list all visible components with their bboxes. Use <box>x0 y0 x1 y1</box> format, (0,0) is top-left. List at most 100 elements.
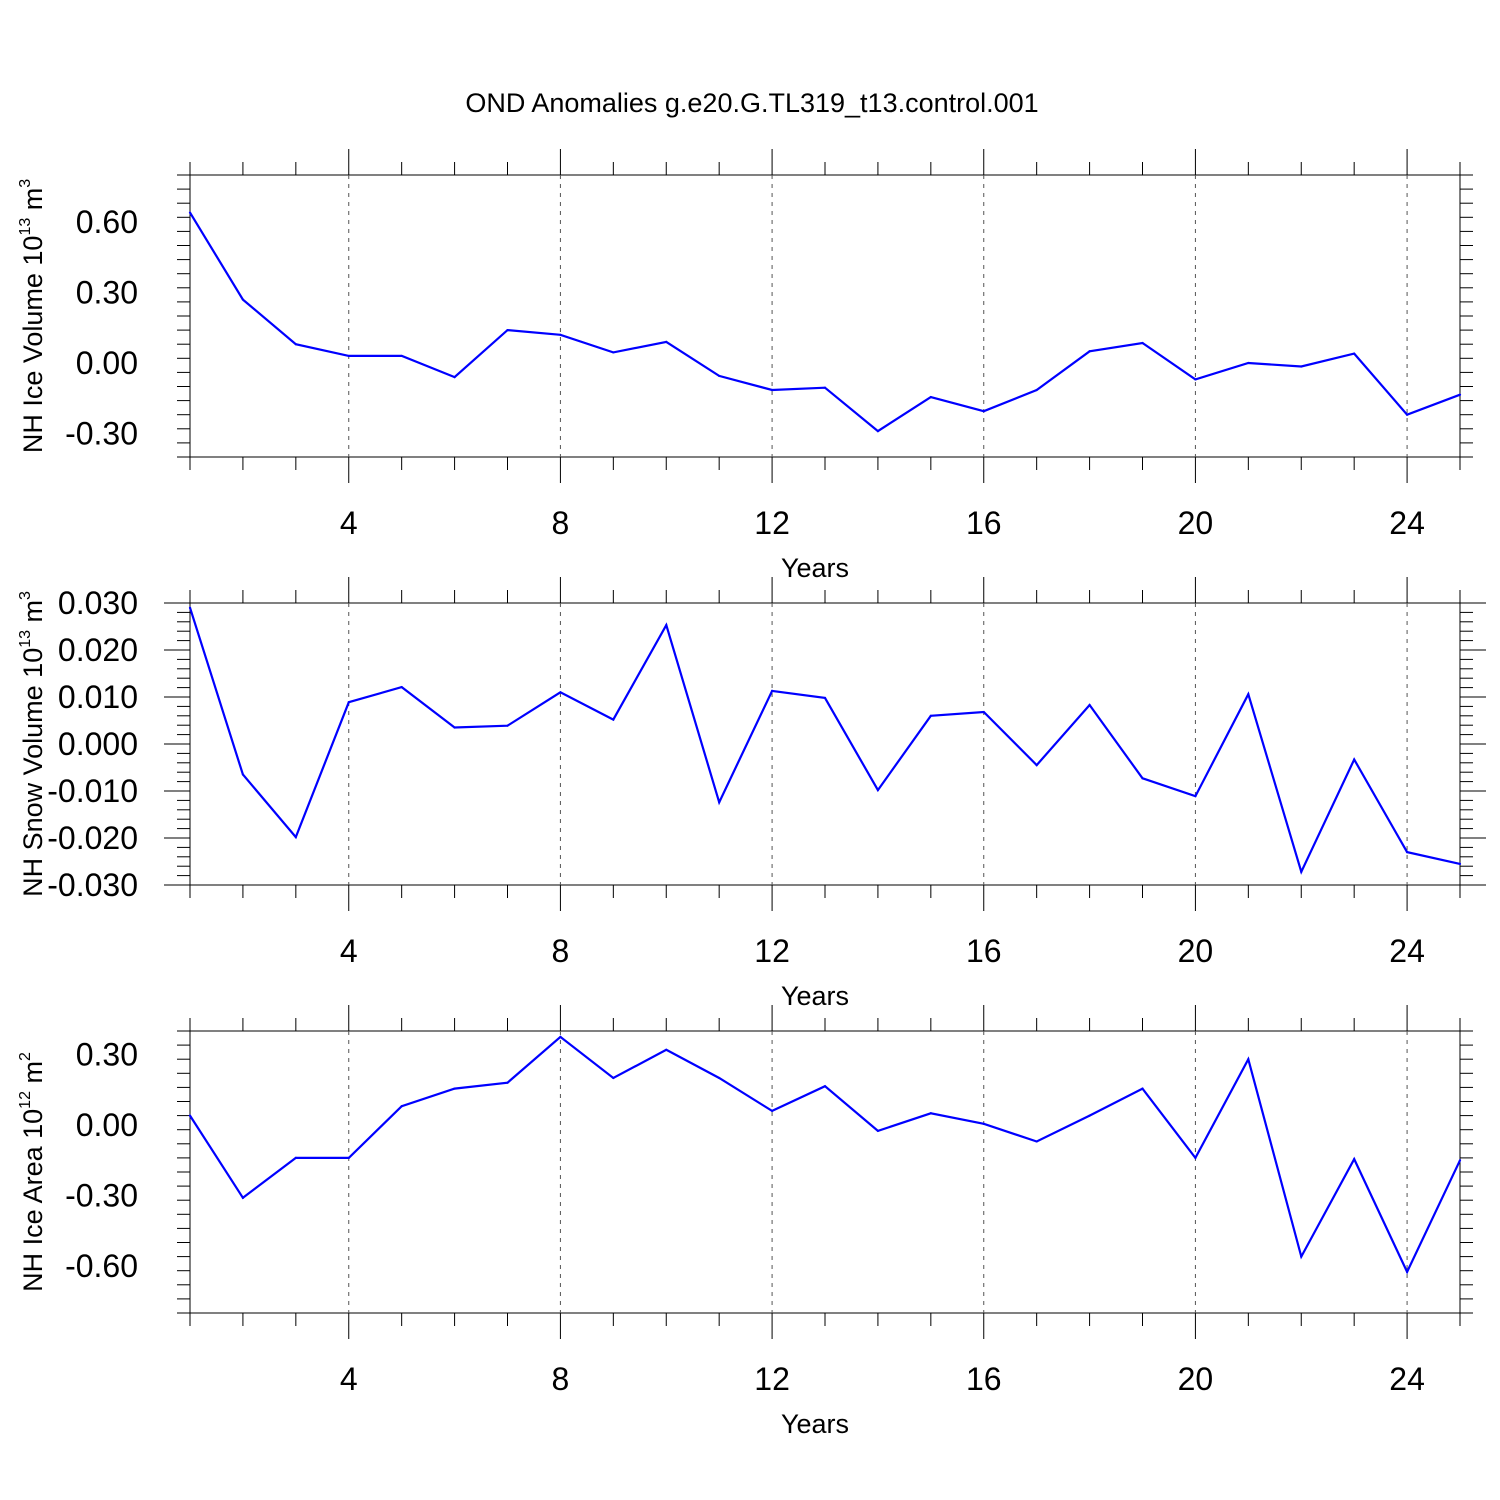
data-point <box>929 714 932 717</box>
x-tick-label: 20 <box>1178 505 1214 541</box>
data-point <box>929 395 932 399</box>
data-point <box>1141 777 1144 780</box>
data-point <box>718 374 721 378</box>
x-tick-label: 20 <box>1178 1361 1214 1397</box>
data-point <box>1247 693 1250 696</box>
data-point <box>982 710 985 714</box>
data-point <box>612 351 615 354</box>
x-tick-label: 12 <box>754 933 790 969</box>
data-point <box>1300 365 1303 368</box>
data-point <box>1353 1157 1356 1161</box>
data-point <box>1247 1058 1250 1061</box>
y-axis-label: NH Snow Volume 1013 m3 <box>17 591 48 897</box>
data-point <box>929 1112 932 1115</box>
data-point <box>400 686 403 689</box>
data-point <box>612 718 615 721</box>
x-tick-label: 12 <box>754 1361 790 1397</box>
data-point <box>1405 1270 1409 1273</box>
data-point <box>1300 870 1303 873</box>
data-point <box>1458 1159 1462 1162</box>
data-point <box>982 410 985 413</box>
x-tick-label: 16 <box>966 933 1002 969</box>
data-point <box>1405 851 1409 854</box>
x-tick-label: 24 <box>1389 933 1425 969</box>
data-point <box>559 1035 562 1038</box>
data-point <box>876 430 880 433</box>
data-point <box>1035 764 1038 767</box>
data-point <box>823 1085 827 1088</box>
y-tick-label: -0.30 <box>65 416 138 452</box>
data-point <box>770 388 774 392</box>
x-axis-label: Years <box>781 1409 849 1439</box>
x-tick-label: 16 <box>966 505 1002 541</box>
x-tick-label: 24 <box>1389 1361 1425 1397</box>
y-tick-label: 0.00 <box>76 345 138 381</box>
data-point <box>294 343 297 346</box>
data-point <box>876 788 880 792</box>
data-point <box>876 1129 880 1132</box>
data-point <box>1194 378 1197 381</box>
data-point <box>1247 361 1250 365</box>
data-point <box>506 329 509 332</box>
data-point <box>665 1048 668 1051</box>
y-tick-label: -0.60 <box>65 1248 138 1284</box>
data-point <box>1141 1087 1144 1090</box>
data-point <box>982 1122 985 1125</box>
x-tick-label: 8 <box>552 933 570 969</box>
data-point <box>347 354 350 358</box>
panel-ice-volume: 4 8 12 16 20 24 -0.30 0.00 0.30 0.60 Years NH Ice V… <box>17 149 1473 583</box>
data-point <box>188 606 192 609</box>
data-point <box>506 724 509 727</box>
data-point <box>1353 352 1356 355</box>
data-point <box>453 376 456 379</box>
y-tick-label: 0.60 <box>76 204 138 240</box>
data-point <box>1353 758 1356 761</box>
data-point <box>823 696 827 700</box>
data-point <box>1141 341 1144 345</box>
data-point <box>1458 862 1462 865</box>
data-point <box>1088 1114 1091 1117</box>
data-point <box>241 1196 245 1199</box>
data-point <box>1300 1255 1303 1258</box>
data-point <box>1035 1140 1038 1143</box>
data-point <box>770 689 774 692</box>
panel-ice-area: 4 8 12 16 20 24 -0.60 -0.30 0.00 0.30 Years NH Ice … <box>17 1005 1473 1439</box>
data-point <box>294 1156 297 1159</box>
data-point <box>506 1081 509 1084</box>
data-point <box>665 340 668 343</box>
data-point <box>1405 413 1409 416</box>
data-point <box>400 354 403 358</box>
x-tick-label: 4 <box>340 933 358 969</box>
y-tick-label: -0.030 <box>47 867 138 903</box>
x-axis-label: Years <box>781 981 849 1011</box>
data-point <box>453 1087 456 1090</box>
data-point <box>559 691 562 694</box>
y-tick-label: -0.30 <box>65 1178 138 1214</box>
x-tick-label: 16 <box>966 1361 1002 1397</box>
x-tick-label: 20 <box>1178 933 1214 969</box>
data-point <box>718 1076 721 1080</box>
x-tick-label: 4 <box>340 1361 358 1397</box>
y-tick-label: -0.020 <box>47 820 138 856</box>
y-tick-label: -0.010 <box>47 773 138 809</box>
x-tick-label: 12 <box>754 505 790 541</box>
data-point <box>1035 388 1038 392</box>
chart-title: OND Anomalies g.e20.G.TL319_t13.control.… <box>465 88 1038 118</box>
data-point <box>559 333 562 336</box>
data-point <box>294 835 297 839</box>
y-tick-label: 0.30 <box>76 275 138 311</box>
y-axis-label: NH Ice Volume 1013 m3 <box>17 179 48 453</box>
x-tick-label: 4 <box>340 505 358 541</box>
data-point <box>347 701 350 704</box>
x-tick-label: 8 <box>552 1361 570 1397</box>
y-tick-label: 0.030 <box>58 585 138 621</box>
data-point <box>1458 393 1462 396</box>
data-point <box>1194 1156 1197 1159</box>
data-point <box>1194 795 1197 798</box>
panel-snow-volume: 4 8 12 16 20 24 -0.030 -0.020 -0.010 0.000 0.010 0.… <box>17 577 1486 1011</box>
data-point <box>665 623 668 627</box>
data-point <box>241 773 245 776</box>
y-tick-label: 0.010 <box>58 679 138 715</box>
data-point <box>612 1076 615 1080</box>
